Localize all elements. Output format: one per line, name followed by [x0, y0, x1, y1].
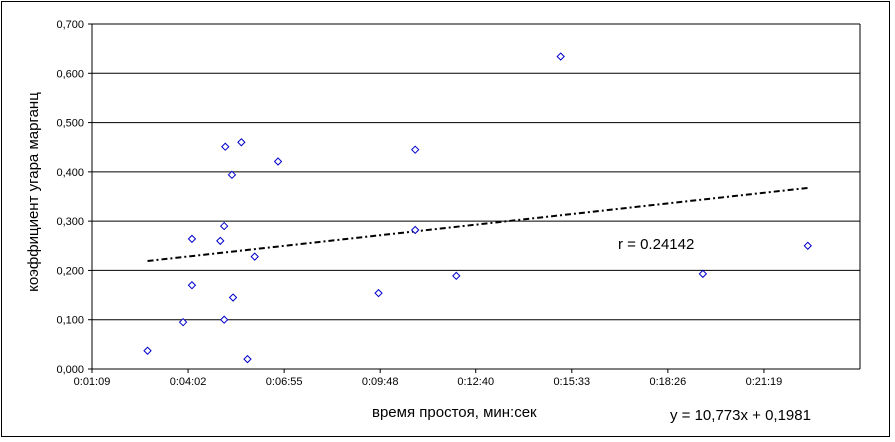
data-point — [698, 269, 708, 279]
x-tick-labels: 0:01:09 0:04:02 0:06:55 0:09:48 0:12:40 0:15:… — [74, 376, 783, 388]
data-point — [803, 241, 813, 250]
y-tick-label: 0,300 — [56, 216, 84, 228]
data-point — [178, 317, 188, 327]
data-point — [250, 252, 259, 261]
grid-lines — [88, 23, 861, 373]
y-tick-label: 0,400 — [56, 167, 84, 179]
data-point — [374, 288, 383, 298]
y-tick-labels: 0,000 0,100 0,200 0,300 0,400 0,500 0,600 0,700 — [56, 19, 84, 376]
trendline — [147, 186, 808, 262]
data-point — [187, 234, 197, 244]
x-axis-title: время простоя, мин:сек — [372, 404, 537, 421]
y-axis-title: коэффициент угара марганц — [25, 92, 42, 292]
data-point — [243, 354, 252, 364]
data-point — [219, 315, 229, 324]
equation-label: y = 10,773x + 0,1981 — [670, 407, 811, 424]
correlation-label: r = 0.24142 — [618, 236, 694, 253]
data-points — [143, 52, 813, 364]
x-tick-label: 0:09:48 — [362, 376, 399, 388]
data-point — [216, 236, 225, 246]
data-point — [187, 281, 197, 290]
data-point — [410, 145, 420, 154]
data-point — [410, 225, 420, 235]
x-tick-label: 0:18:26 — [650, 376, 687, 388]
x-tick-label: 0:04:02 — [170, 376, 207, 388]
x-tick-label: 0:06:55 — [266, 376, 303, 388]
data-point — [452, 271, 461, 281]
data-point — [228, 293, 238, 302]
data-point — [227, 170, 237, 180]
data-point — [143, 346, 152, 355]
y-tick-label: 0,500 — [56, 118, 84, 130]
y-tick-label: 0,200 — [56, 265, 84, 277]
trendline-group — [147, 186, 808, 262]
y-tick-label: 0,100 — [56, 315, 84, 327]
y-tick-label: 0,700 — [56, 19, 84, 31]
x-tick-label: 0:21:19 — [746, 376, 783, 388]
data-point — [237, 138, 246, 147]
data-point — [221, 142, 230, 151]
data-point — [556, 52, 565, 61]
data-point — [273, 157, 283, 166]
x-tick-label: 0:15:33 — [553, 376, 590, 388]
data-point — [219, 221, 229, 231]
x-tick-label: 0:01:09 — [74, 376, 111, 388]
y-tick-label: 0,600 — [56, 68, 84, 80]
y-tick-label: 0,000 — [56, 364, 84, 376]
x-tick-label: 0:12:40 — [457, 376, 494, 388]
